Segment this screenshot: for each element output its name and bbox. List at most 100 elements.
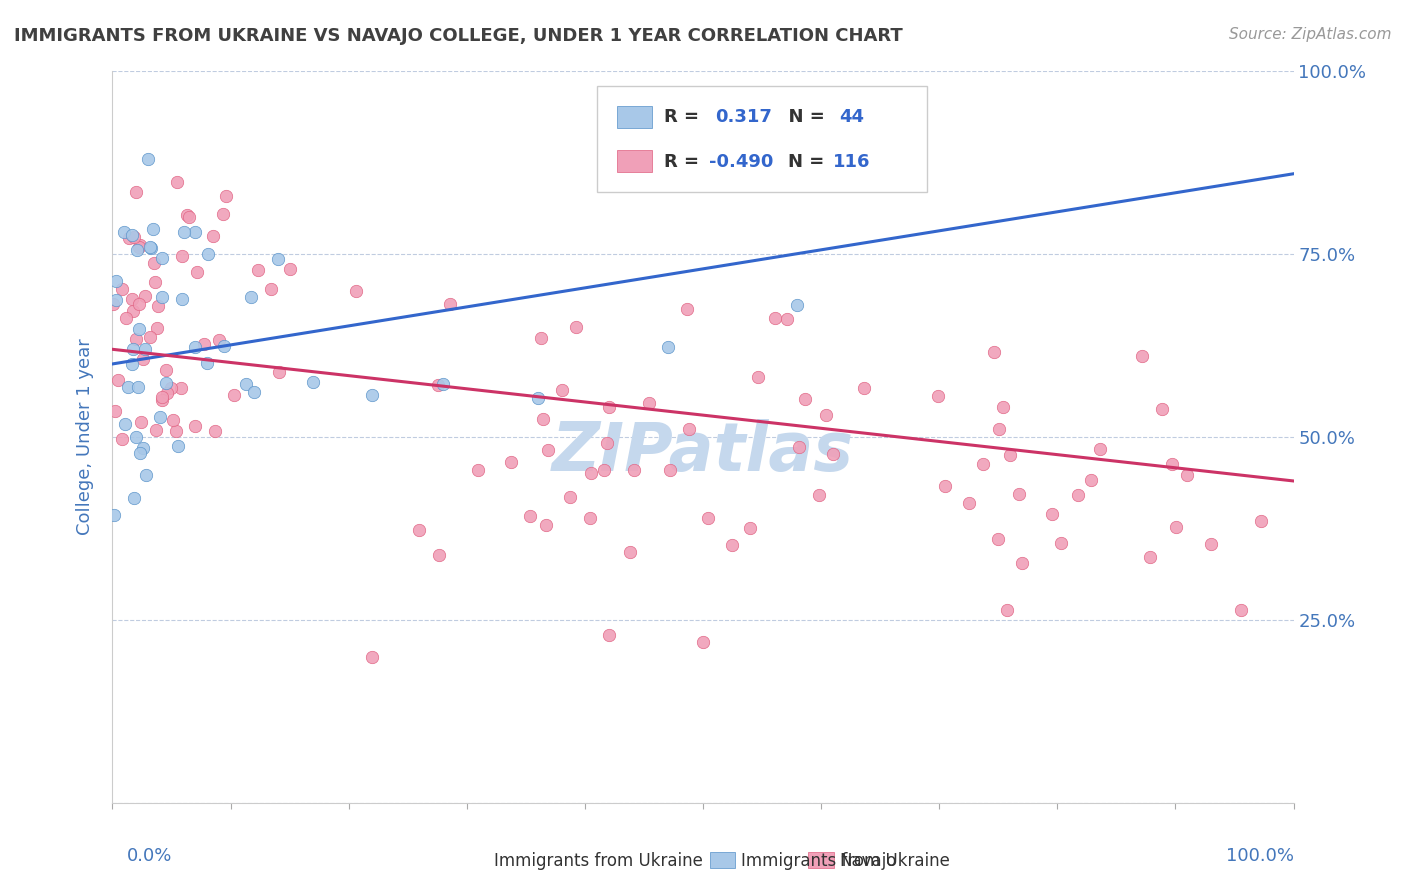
Point <box>156 385 179 400</box>
Point <box>184 340 207 354</box>
Point <box>118 231 141 245</box>
Point <box>132 351 155 366</box>
Point <box>619 544 641 558</box>
Text: Navajo: Navajo <box>839 852 897 870</box>
Point <box>787 440 810 454</box>
Point <box>122 342 145 356</box>
Point <box>150 251 173 265</box>
Point <box>107 373 129 387</box>
Point <box>121 227 143 242</box>
Point <box>135 467 157 482</box>
Point <box>526 391 548 405</box>
Point <box>127 380 149 394</box>
Point <box>134 343 156 357</box>
Point <box>235 376 257 391</box>
Point <box>995 603 1018 617</box>
Point <box>143 275 166 289</box>
Point <box>519 509 541 524</box>
Point <box>111 433 134 447</box>
Point <box>678 422 700 436</box>
Point <box>150 393 173 408</box>
Point <box>808 488 831 502</box>
Point <box>344 284 367 298</box>
Point <box>987 533 1010 547</box>
Text: N =: N = <box>776 108 831 126</box>
Point <box>530 331 553 345</box>
Point <box>1164 520 1187 534</box>
Point <box>128 322 150 336</box>
Point <box>212 207 235 221</box>
Point <box>139 329 162 343</box>
Point <box>134 289 156 303</box>
Text: 116: 116 <box>832 153 870 171</box>
Point <box>302 376 325 390</box>
Point <box>692 635 714 649</box>
Point <box>1049 535 1071 549</box>
Bar <box>617 151 652 172</box>
Point <box>1230 602 1253 616</box>
Point <box>623 463 645 477</box>
Point <box>122 230 145 244</box>
Text: 100.0%: 100.0% <box>1226 847 1294 865</box>
Point <box>202 228 225 243</box>
Point <box>105 275 128 289</box>
Point <box>159 380 181 394</box>
Point <box>149 409 172 424</box>
Point <box>167 439 190 453</box>
Point <box>239 290 262 304</box>
Point <box>427 548 450 562</box>
Point <box>361 388 384 402</box>
Point <box>280 261 302 276</box>
Point <box>125 430 148 444</box>
Point <box>1160 458 1182 472</box>
Point <box>162 413 184 427</box>
Point <box>139 241 162 255</box>
Point <box>1199 537 1222 551</box>
Point <box>121 303 143 318</box>
Text: Immigrants from Ukraine: Immigrants from Ukraine <box>494 852 703 870</box>
Point <box>408 523 430 537</box>
Point <box>738 521 761 535</box>
Point <box>170 381 193 395</box>
Point <box>1090 442 1112 457</box>
Point <box>578 510 600 524</box>
Point <box>467 463 489 477</box>
Text: R =: R = <box>664 108 711 126</box>
Point <box>991 401 1014 415</box>
Point <box>361 649 384 664</box>
Point <box>170 292 193 306</box>
Text: N =: N = <box>787 153 831 171</box>
Point <box>166 176 188 190</box>
Point <box>155 363 177 377</box>
Point <box>269 365 291 379</box>
Point <box>499 455 522 469</box>
Point <box>145 423 167 437</box>
Text: ZIPatlas: ZIPatlas <box>553 418 853 484</box>
Point <box>104 404 127 418</box>
Point <box>1000 448 1022 462</box>
Point <box>176 208 198 222</box>
Point <box>593 462 616 476</box>
Point <box>122 491 145 505</box>
Point <box>173 225 195 239</box>
Point <box>531 412 554 426</box>
Point <box>786 297 808 311</box>
Point <box>243 384 266 399</box>
Bar <box>808 852 834 868</box>
Point <box>598 627 620 641</box>
Point <box>1080 473 1102 487</box>
Point <box>1177 467 1199 482</box>
Point <box>246 263 269 277</box>
Text: R =: R = <box>664 153 706 171</box>
Point <box>1130 349 1153 363</box>
Point <box>139 240 162 254</box>
Point <box>129 415 152 429</box>
FancyBboxPatch shape <box>596 86 928 192</box>
Text: 0.0%: 0.0% <box>127 847 172 865</box>
Point <box>775 311 797 326</box>
Point <box>212 339 235 353</box>
Point <box>112 225 135 239</box>
Point <box>1152 401 1174 416</box>
Point <box>536 518 558 533</box>
Point <box>124 185 146 199</box>
